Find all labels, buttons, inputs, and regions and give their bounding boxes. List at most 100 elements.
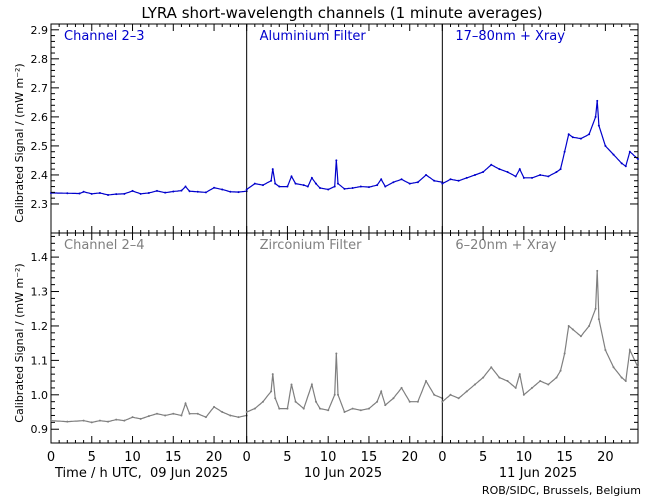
x-tick-label: 20 [597, 450, 614, 465]
data-point [588, 324, 591, 327]
x-axis-date-labels: Time / h UTC, 09 Jun 2025 10 Jun 2025 11… [54, 466, 577, 481]
data-point [498, 168, 501, 171]
panel-label: Aluminium Filter [260, 29, 367, 44]
data-point [594, 115, 597, 118]
data-point [82, 419, 85, 422]
data-point [306, 185, 309, 188]
data-point [612, 153, 615, 156]
data-point [376, 184, 379, 187]
x-tick-label: 0 [243, 450, 251, 465]
data-point [286, 185, 289, 188]
data-point [123, 419, 126, 422]
y-tick-label: 2.9 [31, 24, 49, 37]
data-point [612, 366, 615, 369]
data-point [567, 324, 570, 327]
data-point [319, 407, 322, 410]
data-point [400, 178, 403, 181]
data-point [547, 175, 550, 178]
data-point [286, 407, 289, 410]
data-point [50, 419, 52, 422]
data-point [597, 124, 600, 127]
data-point [336, 393, 339, 396]
data-point [408, 400, 411, 403]
data-point [131, 416, 134, 419]
data-point [107, 193, 110, 196]
x-tick-label: 5 [283, 450, 291, 465]
data-point [637, 157, 639, 160]
data-point [98, 191, 101, 194]
data-point [66, 420, 69, 423]
data-point [253, 407, 256, 410]
x-tick-label: 10 [516, 450, 533, 465]
data-point [425, 173, 428, 176]
y-tick-label: 1.2 [31, 320, 49, 333]
data-point [588, 133, 591, 136]
data-point [596, 99, 599, 102]
y-tick-label: 1.3 [31, 286, 49, 299]
data-point [490, 366, 493, 369]
data-point [559, 369, 562, 372]
data-point [278, 185, 281, 188]
data-point [188, 190, 191, 193]
data-point [213, 405, 216, 408]
data-point [221, 188, 224, 191]
data-point [465, 176, 468, 179]
data-point [457, 397, 460, 400]
data-point [237, 191, 240, 194]
x-tick-label: 15 [165, 450, 182, 465]
data-point [473, 173, 476, 176]
y-tick-label: 2.7 [31, 82, 49, 95]
data-point [514, 386, 517, 389]
data-point [441, 400, 444, 403]
x-tick-label: 0 [47, 450, 55, 465]
series-trace [246, 160, 443, 191]
data-point [392, 397, 395, 400]
data-point [522, 176, 525, 179]
data-point [196, 190, 199, 193]
data-point [172, 412, 175, 415]
data-point [180, 189, 183, 192]
data-point [482, 171, 485, 174]
data-point [274, 397, 277, 400]
data-point [531, 176, 534, 179]
data-point [597, 318, 600, 321]
data-point [314, 400, 317, 403]
data-point [384, 404, 387, 407]
data-point [571, 328, 574, 331]
data-point [620, 376, 623, 379]
data-point [335, 352, 338, 355]
data-point [188, 412, 191, 415]
x-tick-label: 10 [124, 450, 141, 465]
data-point [433, 393, 436, 396]
data-point [400, 386, 403, 389]
data-point [579, 335, 582, 338]
data-point [155, 412, 158, 415]
data-point [302, 184, 305, 187]
data-point [90, 421, 93, 424]
data-point [270, 179, 273, 182]
data-point [506, 171, 509, 174]
data-point [319, 187, 322, 190]
data-point [147, 415, 150, 418]
data-point [335, 159, 338, 162]
series-trace [246, 353, 443, 413]
data-point [274, 182, 277, 185]
data-point [261, 184, 264, 187]
panel-label: Channel 2–3 [64, 29, 145, 44]
data-point [310, 176, 313, 179]
data-point [457, 179, 460, 182]
data-point [98, 419, 101, 422]
data-point [579, 137, 582, 140]
data-point [229, 414, 232, 417]
data-point [473, 383, 476, 386]
data-point [107, 420, 110, 423]
y-tick-label: 1.0 [31, 389, 49, 402]
panel-label: 17–80nm + Xray [455, 29, 565, 44]
panel-label: 6–20nm + Xray [455, 238, 557, 253]
x-axis-date-2: 10 Jun 2025 [304, 466, 382, 481]
data-point [441, 182, 444, 185]
data-point [555, 171, 558, 174]
data-point [196, 412, 199, 415]
y-tick-label: 2.3 [31, 198, 49, 211]
data-point [333, 185, 336, 188]
